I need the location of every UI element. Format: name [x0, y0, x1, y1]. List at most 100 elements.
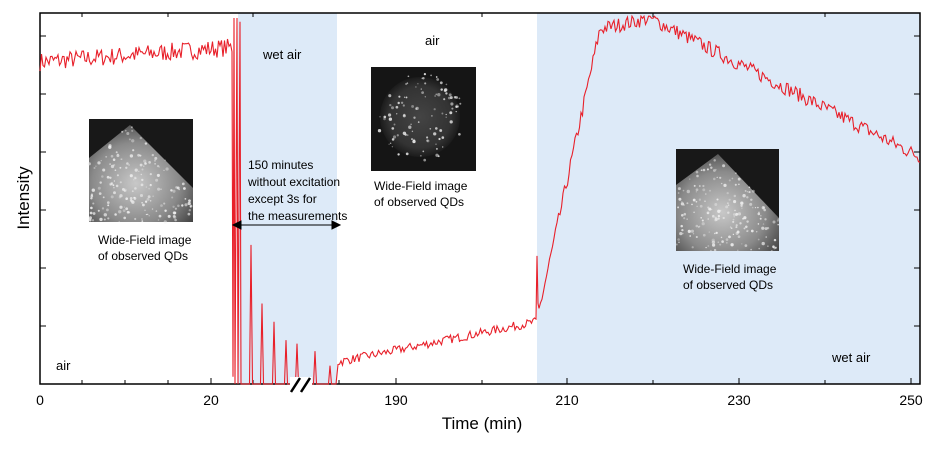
- qd-speckle: [772, 245, 775, 248]
- x-tick-label-2: 190: [384, 392, 408, 408]
- qd-speckle: [677, 206, 680, 209]
- qd-speckle: [698, 185, 701, 187]
- qd-speckle: [701, 222, 705, 226]
- qd-speckle: [458, 132, 461, 136]
- qd-speckle: [680, 224, 683, 228]
- qd-speckle: [172, 211, 176, 215]
- qd-speckle: [439, 81, 443, 85]
- qd-speckle: [156, 164, 160, 168]
- qd-speckle: [709, 189, 711, 192]
- qd-speckle: [702, 168, 706, 172]
- qd-speckle: [113, 180, 116, 182]
- plot-frame: [39, 12, 921, 385]
- qd-speckle: [713, 177, 716, 181]
- qd-speckle: [184, 198, 187, 200]
- qd-speckle: [773, 238, 777, 242]
- qd-speckle: [422, 150, 425, 153]
- qd-speckle: [113, 186, 115, 189]
- qd-speckle: [121, 130, 124, 133]
- qd-speckle: [98, 192, 102, 195]
- qd-speckle: [708, 207, 712, 211]
- qd-speckle: [140, 173, 143, 176]
- qd-speckle: [750, 248, 752, 251]
- qd-speckle: [695, 235, 698, 239]
- qd-speckle: [145, 186, 148, 188]
- qd-speckle: [717, 209, 721, 213]
- qd-speckle: [131, 129, 134, 132]
- qd-speckle: [746, 230, 748, 233]
- qd-speckle: [732, 218, 735, 221]
- qd-speckle: [777, 218, 780, 221]
- qd-speckle: [142, 203, 145, 207]
- qd-speckle: [148, 161, 151, 164]
- qd-speckle: [421, 91, 424, 94]
- qd-speckle: [143, 165, 145, 167]
- qd-speckle: [695, 224, 699, 228]
- qd-speckle: [743, 227, 746, 230]
- qd-speckle: [776, 219, 779, 222]
- x-tick-labels: 0 20 190 210 230 250: [36, 392, 923, 408]
- qd-speckle: [717, 217, 720, 220]
- qd-speckle: [713, 248, 717, 252]
- qd-speckle: [453, 96, 457, 99]
- qd-speckle: [118, 210, 122, 214]
- qd-speckle: [93, 166, 96, 170]
- x-tick-label-0: 0: [36, 392, 44, 408]
- qd-speckle: [163, 202, 166, 205]
- qd-speckle: [675, 243, 678, 246]
- qd-speckle: [112, 158, 116, 161]
- qd-speckle: [681, 201, 683, 203]
- wide-field-image-2: [371, 67, 476, 171]
- qd-speckle: [145, 213, 148, 216]
- qd-speckle: [777, 223, 779, 226]
- qd-speckle: [742, 217, 745, 220]
- qd-speckle: [141, 202, 143, 204]
- qd-speckle: [125, 129, 127, 132]
- qd-speckle: [106, 208, 109, 212]
- qd-speckle: [133, 179, 135, 181]
- qd-speckle: [189, 205, 192, 208]
- qd-speckle: [740, 204, 743, 207]
- qd-speckle: [435, 127, 438, 130]
- region-label-wet-air-middle: wet air: [262, 47, 302, 62]
- qd-speckle: [417, 121, 420, 123]
- qd-speckle: [707, 245, 710, 247]
- qd-speckle: [442, 146, 444, 148]
- qd-speckle: [128, 164, 131, 166]
- qd-speckle: [690, 229, 695, 233]
- qd-speckle: [415, 108, 417, 110]
- qd-speckle: [177, 204, 180, 208]
- wide-field-image-3: [675, 149, 780, 252]
- qd-speckle: [155, 210, 158, 212]
- qd-speckle: [700, 169, 703, 172]
- qd-speckle: [131, 139, 135, 143]
- qd-speckle: [130, 126, 133, 129]
- qd-speckle: [90, 194, 94, 198]
- qd-speckle: [184, 203, 188, 207]
- qd-speckle: [687, 229, 691, 233]
- excitation-double-arrow: [231, 220, 342, 230]
- qd-speckle: [758, 211, 760, 213]
- qd-speckle: [715, 217, 718, 221]
- qd-speckle: [140, 183, 144, 187]
- qd-speckle: [721, 240, 724, 243]
- qd-speckle: [750, 198, 753, 202]
- qd-speckle: [89, 211, 93, 215]
- qd-speckle: [398, 95, 401, 98]
- qd-speckle: [403, 113, 406, 117]
- qd-speckle: [426, 139, 429, 142]
- qd-speckle: [147, 213, 149, 216]
- qd-speckle: [455, 105, 458, 108]
- qd-speckle: [126, 210, 130, 214]
- qd-speckle: [87, 162, 91, 166]
- qd-speckle: [131, 200, 135, 204]
- qd-speckle: [726, 242, 728, 244]
- qd-speckle: [692, 232, 695, 235]
- qd-speckle: [110, 181, 114, 185]
- qd-speckle: [144, 200, 148, 203]
- image-caption-3: Wide-Field image of observed QDs: [683, 262, 777, 292]
- qd-speckle: [90, 206, 93, 210]
- qd-speckle: [123, 188, 127, 192]
- qd-speckle: [727, 204, 730, 206]
- qd-speckle: [97, 161, 101, 165]
